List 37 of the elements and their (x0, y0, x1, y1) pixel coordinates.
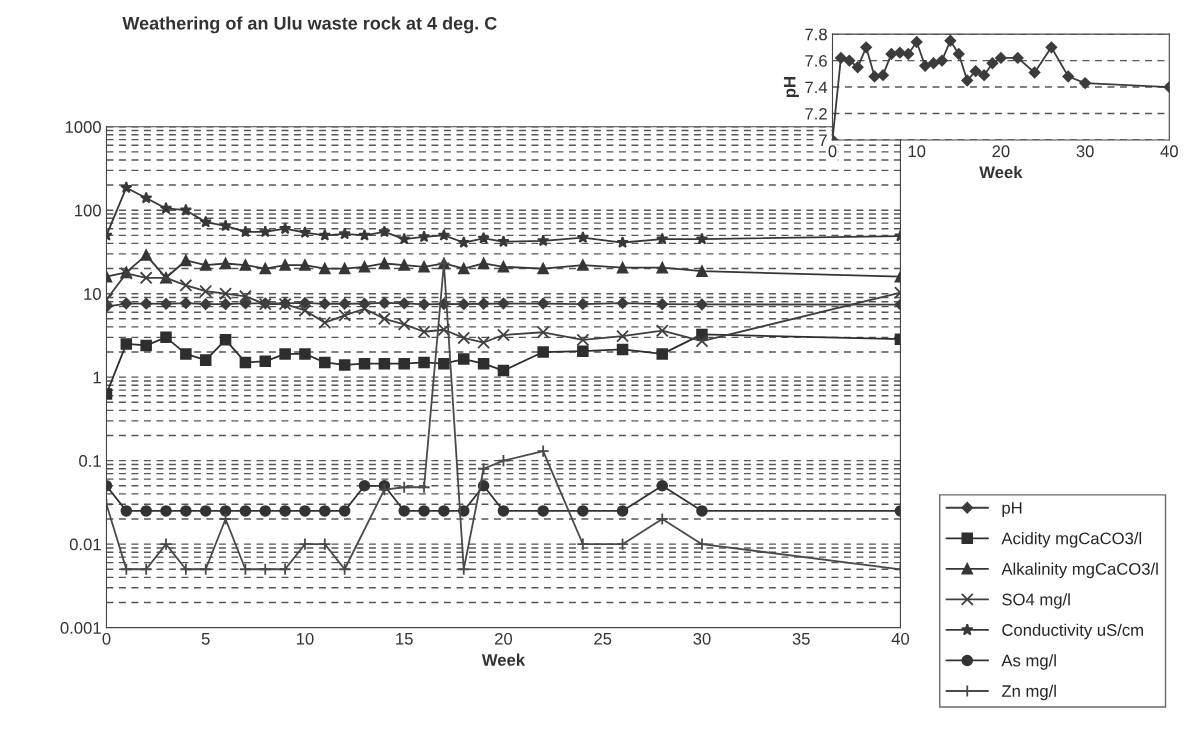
y-tick-label: 7.8 (805, 28, 827, 41)
x-tick-label: 5 (201, 633, 210, 645)
legend-label: Alkalinity mgCaCO3/l (1001, 562, 1158, 579)
legend-label: Acidity mgCaCO3/l (1001, 532, 1142, 548)
y-tick-label: 10 (84, 288, 101, 300)
x-tick-label: 25 (594, 632, 612, 645)
x-tick-label: 0 (102, 632, 111, 645)
x-tick-label: 35 (792, 632, 810, 645)
x-tick-label: 15 (396, 633, 413, 645)
y-tick-label: 100 (75, 204, 101, 217)
legend-label: SO4 mg/l (1002, 593, 1070, 609)
x-tick-label: 30 (693, 632, 711, 645)
legend-label: As mg/l (1001, 654, 1056, 670)
legend-label: Conductivity uS/cm (1002, 623, 1143, 640)
x-tick-label: 20 (992, 145, 1010, 158)
x-tick-label: 10 (908, 145, 926, 158)
y-tick-label: 7 (819, 134, 827, 147)
y-tick-label: 7.4 (805, 81, 828, 94)
y-tick-label: 0.001 (60, 622, 101, 634)
chart-title: Weathering of an Ulu waste rock at 4 deg. C (122, 16, 497, 34)
y-tick-label: 1000 (65, 121, 101, 133)
y-tick-label: 0.01 (69, 538, 101, 551)
x-tick-label: 0 (828, 145, 837, 158)
x-tick-label: 40 (891, 632, 910, 645)
y-tick-label: 0.1 (79, 455, 101, 467)
y-axis-title: pH (783, 77, 799, 98)
y-tick-label: 7.6 (805, 54, 827, 67)
legend-label: pH (1002, 502, 1022, 518)
x-tick-label: 20 (495, 632, 513, 645)
x-tick-label: 10 (296, 632, 314, 645)
x-axis-title: Week (481, 653, 526, 666)
legend-label: Zn mg/l (1001, 684, 1056, 701)
x-axis-title: Week (979, 166, 1023, 179)
x-tick-label: 30 (1076, 145, 1094, 158)
y-tick-label: 1 (93, 371, 101, 384)
x-tick-label: 40 (1160, 145, 1178, 158)
y-tick-label: 7.2 (805, 107, 827, 120)
